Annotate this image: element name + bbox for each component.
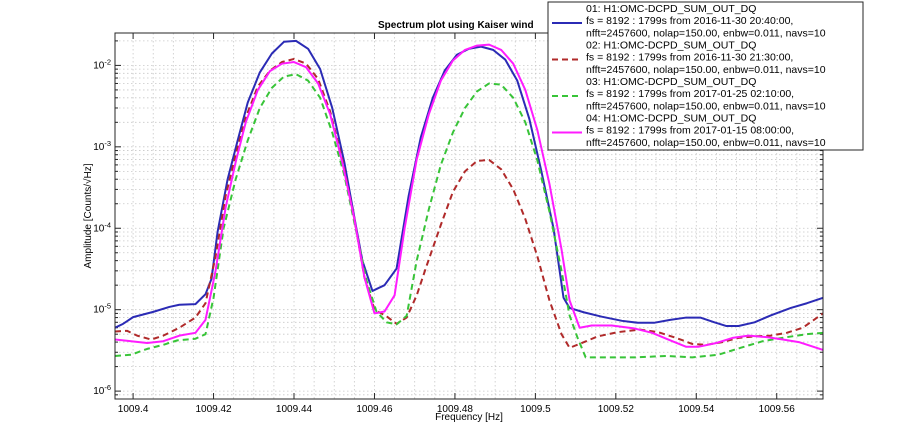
y-tick-label: 10-2 bbox=[93, 57, 111, 71]
x-tick-labels: 1009.4 1009.42 1009.44 1009.46 1009.48 1009.5… bbox=[118, 404, 795, 415]
legend-entry-3-line-1: 03: H1:OMC-DCPD_SUM_OUT_DQ bbox=[586, 76, 756, 88]
plot-frame bbox=[114, 32, 824, 400]
x-tick-label: 1009.54 bbox=[678, 404, 715, 415]
y-tick-label-exponent: -6 bbox=[104, 383, 111, 392]
y-tick-label: 10-6 bbox=[93, 383, 111, 397]
y-tick-label-exponent: -5 bbox=[104, 302, 111, 311]
y-tick-labels: 10-610-510-410-310-2 bbox=[93, 57, 111, 397]
legend-box bbox=[547, 1, 864, 151]
legend-entry-1-line-2: fs = 8192 : 1799s from 2016-11-30 20:40:… bbox=[586, 15, 793, 27]
y-tick-label: 10-4 bbox=[93, 220, 111, 234]
y-tick-label-base: 10 bbox=[93, 305, 105, 316]
y-tick-label-base: 10 bbox=[93, 386, 105, 397]
series-2-line bbox=[115, 57, 823, 349]
x-tick-label: 1009.48 bbox=[437, 404, 474, 415]
y-tick-label-base: 10 bbox=[93, 142, 105, 153]
legend-entry-4-line-1: 04: H1:OMC-DCPD_SUM_OUT_DQ bbox=[586, 113, 756, 125]
legend-entry-1-line-1: 01: H1:OMC-DCPD_SUM_OUT_DQ bbox=[586, 3, 756, 15]
y-tick-label-exponent: -4 bbox=[104, 220, 111, 229]
legend-entry-2-line-1: 02: H1:OMC-DCPD_SUM_OUT_DQ bbox=[586, 40, 756, 52]
legend-entry-3-line-3: nfft=2457600, nolap=150.00, enbw=0.011, … bbox=[586, 100, 826, 112]
y-tick-label: 10-5 bbox=[93, 302, 111, 316]
legend-entry-3-line-2: fs = 8192 : 1799s from 2017-01-25 02:10:… bbox=[586, 88, 794, 100]
x-tick-label: 1009.56 bbox=[759, 404, 796, 415]
legend-entry-4-line-2: fs = 8192 : 1799s from 2017-01-15 08:00:… bbox=[586, 125, 794, 137]
y-tick-label-base: 10 bbox=[93, 223, 105, 234]
x-tick-label: 1009.4 bbox=[118, 404, 149, 415]
y-tick-label-exponent: -2 bbox=[104, 57, 111, 66]
x-tick-label: 1009.52 bbox=[598, 404, 635, 415]
series-1-line bbox=[115, 39, 823, 329]
x-tick-label: 1009.5 bbox=[520, 404, 551, 415]
x-axis-title: Frequency [Hz] bbox=[435, 412, 503, 423]
legend-entry-2-line-2: fs = 8192 : 1799s from 2016-11-30 21:30:… bbox=[586, 52, 793, 64]
x-tick-label: 1009.46 bbox=[356, 404, 393, 415]
legend-entry-4-line-3: nfft=2457600, nolap=150.00, enbw=0.011, … bbox=[586, 137, 826, 149]
chart-title: Spectrum plot using Kaiser wind bbox=[378, 20, 534, 31]
y-axis-title: Amplitude [Counts/√Hz] bbox=[82, 163, 94, 268]
y-tick-label-exponent: -3 bbox=[104, 139, 111, 148]
series-4-line bbox=[115, 43, 823, 351]
y-tick-label-base: 10 bbox=[93, 60, 105, 71]
series-lines bbox=[115, 39, 823, 359]
legend-entry-2-line-3: nfft=2457600, nolap=150.00, enbw=0.011, … bbox=[586, 64, 826, 76]
x-tick-label: 1009.42 bbox=[195, 404, 232, 415]
legend-entry-1-line-3: nfft=2457600, nolap=150.00, enbw=0.011, … bbox=[586, 27, 826, 39]
y-tick-label: 10-3 bbox=[93, 139, 111, 153]
x-tick-label: 1009.44 bbox=[276, 404, 313, 415]
